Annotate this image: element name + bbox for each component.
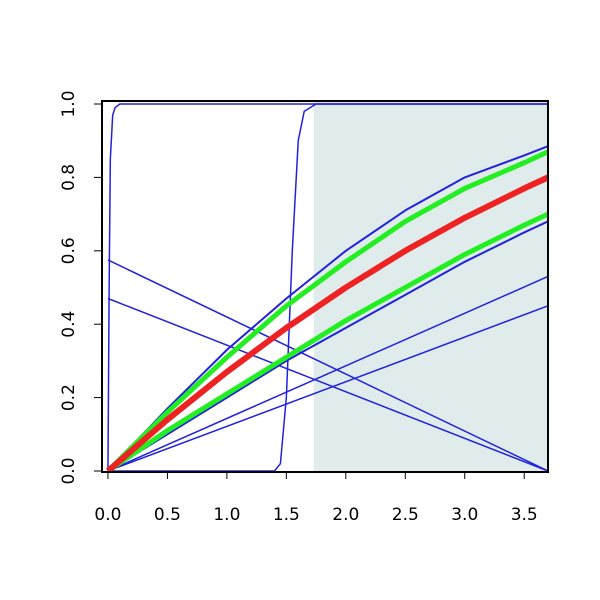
curve (107, 145, 548, 472)
y-tick-label: 0.8 (59, 164, 79, 191)
curve (107, 259, 548, 472)
y-tick-label: 0.6 (59, 237, 79, 264)
x-tick-label: 1.5 (273, 505, 300, 525)
y-tick-label: 0.2 (59, 384, 79, 411)
curve (106, 149, 548, 472)
plot-area (105, 101, 548, 472)
x-tick-label: 0.5 (154, 505, 181, 525)
curve (107, 103, 548, 472)
x-tick-label: 3.0 (451, 505, 478, 525)
y-tick-label: 0.0 (59, 457, 79, 484)
curve (107, 103, 548, 472)
x-tick-label: 0.0 (94, 505, 121, 525)
x-tick-label: 1.0 (213, 505, 240, 525)
curve (106, 211, 548, 472)
curve (107, 275, 548, 472)
y-tick-label: 1.0 (59, 90, 79, 117)
curve (107, 305, 548, 472)
x-tick-label: 2.5 (392, 505, 419, 525)
curve (105, 174, 548, 472)
curve (107, 297, 548, 472)
plot-box (101, 100, 549, 473)
y-tick-label: 0.4 (59, 311, 79, 338)
curve (107, 220, 548, 472)
x-tick-label: 3.5 (511, 505, 538, 525)
x-tick-label: 2.0 (332, 505, 359, 525)
axes: 0.0 0.5 1.0 1.5 2.0 2.5 3.0 3.5 0.0 0.2 0.4 0.6 0.8 1… (59, 90, 549, 525)
